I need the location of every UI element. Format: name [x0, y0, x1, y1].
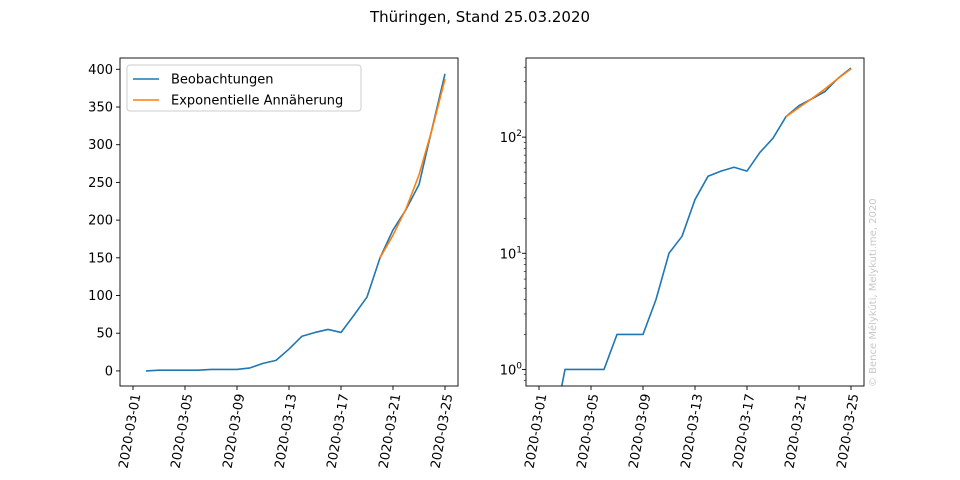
x-tick-label: 2020-03-05: [574, 393, 602, 470]
x-tick-label: 2020-03-09: [626, 393, 654, 470]
copyright-watermark: © Bence Mélykúti, Melykuti.me, 2020: [867, 198, 879, 387]
y-tick-label: 0: [105, 364, 113, 379]
x-tick-label: 2020-03-05: [168, 393, 196, 470]
x-tick-label: 2020-03-25: [834, 393, 862, 470]
y-tick-label: 200: [88, 214, 113, 229]
y-tick-label: 101: [500, 245, 522, 262]
x-tick-label: 2020-03-21: [376, 393, 404, 470]
log-scale-chart: 2020-03-01 2020-03-05 2020-03-09 2020-03-13…: [500, 57, 865, 470]
y-tick-label: 50: [96, 327, 113, 342]
y-tick-label: 350: [88, 101, 113, 116]
series-line-exponentielle-annaeherung: [379, 78, 446, 259]
x-tick-label: 2020-03-01: [116, 393, 144, 470]
series-line-beobachtungen: [145, 73, 446, 372]
series-line-beobachtungen: [560, 67, 852, 386]
figure-title: Thüringen, Stand 25.03.2020: [369, 8, 590, 26]
series-line-exponentielle-annaeherung: [785, 68, 852, 118]
y-tick-label: 300: [88, 138, 113, 153]
x-tick-label: 2020-03-13: [678, 393, 706, 470]
plot-frame: [525, 57, 865, 387]
y-tick-label: 150: [88, 251, 113, 266]
y-tick-label: 100: [88, 289, 113, 304]
x-tick-label: 2020-03-21: [782, 393, 810, 470]
y-tick-label: 250: [88, 176, 113, 191]
x-tick-label: 2020-03-01: [522, 393, 550, 470]
y-tick-label: 400: [88, 63, 113, 78]
linear-scale-chart: 2020-03-01 2020-03-05 2020-03-09 2020-03-13…: [88, 57, 459, 470]
x-tick-label: 2020-03-09: [220, 393, 248, 470]
y-tick-label: 100: [500, 361, 523, 378]
legend: Beobachtungen Exponentielle Annäherung: [126, 64, 362, 112]
x-tick-label: 2020-03-17: [324, 393, 352, 470]
x-tick-label: 2020-03-13: [272, 393, 300, 470]
y-tick-label: 102: [500, 129, 522, 146]
legend-label: Beobachtungen: [171, 73, 274, 88]
legend-box: [126, 64, 362, 112]
x-tick-label: 2020-03-25: [428, 393, 456, 470]
x-tick-label: 2020-03-17: [730, 393, 758, 470]
legend-label: Exponentielle Annäherung: [171, 94, 343, 109]
